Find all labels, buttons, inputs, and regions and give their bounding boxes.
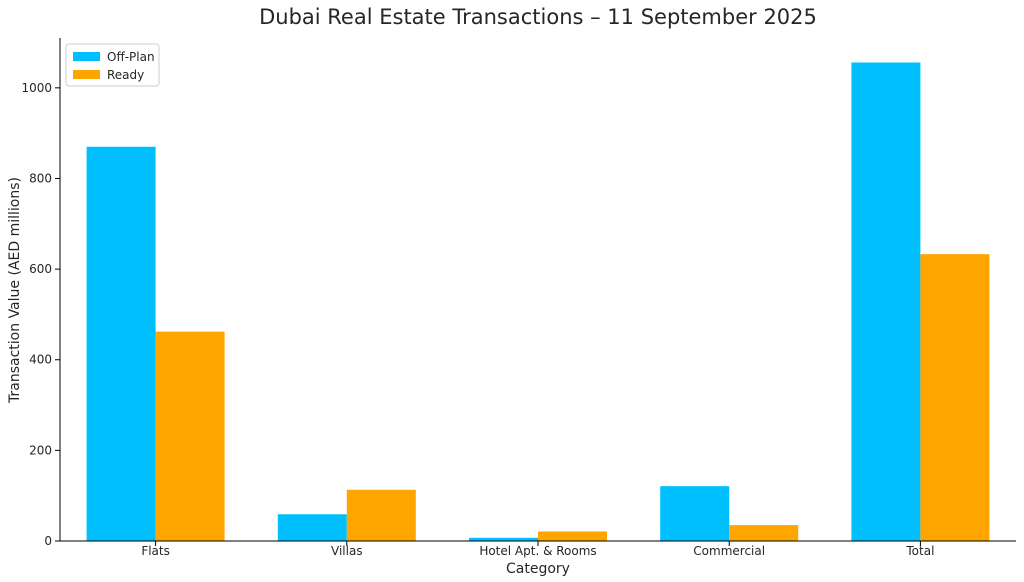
bar-off-plan-villas xyxy=(277,514,347,541)
bar-ready-flats xyxy=(155,331,225,541)
bar-ready-villas xyxy=(346,489,416,541)
x-tick-label: Total xyxy=(905,544,934,558)
legend: Off-Plan Ready xyxy=(65,43,160,87)
legend-swatch xyxy=(73,52,100,61)
bar-ready-hotel-apt-rooms xyxy=(538,531,607,541)
y-tick-label: 1000 xyxy=(21,81,52,95)
bar-off-plan-hotel-apt-rooms xyxy=(469,537,538,541)
x-tick-label: Commercial xyxy=(693,544,765,558)
legend-label: Off-Plan xyxy=(107,50,155,64)
x-axis-label: Category xyxy=(506,561,570,577)
legend-swatch xyxy=(73,70,100,79)
bar-ready-total xyxy=(920,254,990,541)
y-tick-label: 0 xyxy=(44,534,52,548)
x-tick-label: Hotel Apt. & Rooms xyxy=(479,544,596,558)
y-tick-label: 800 xyxy=(29,171,52,185)
x-tick-label: Flats xyxy=(141,544,170,558)
bar-off-plan-total xyxy=(851,62,921,541)
y-tick-label: 200 xyxy=(29,443,52,457)
bar-off-plan-flats xyxy=(86,146,156,541)
y-axis-label: Transaction Value (AED millions) xyxy=(7,177,23,404)
legend-label: Ready xyxy=(107,68,144,82)
bar-off-plan-commercial xyxy=(660,486,730,541)
plot-area: 0 200 400 600 800 1000 Flats Villas Hotel Apt. &… xyxy=(21,38,1016,558)
bar-ready-commercial xyxy=(729,525,799,541)
x-tick-label: Villas xyxy=(331,544,363,558)
y-tick-label: 600 xyxy=(29,262,52,276)
chart-title: Dubai Real Estate Transactions – 11 Sept… xyxy=(259,5,817,29)
y-tick-label: 400 xyxy=(29,353,52,367)
